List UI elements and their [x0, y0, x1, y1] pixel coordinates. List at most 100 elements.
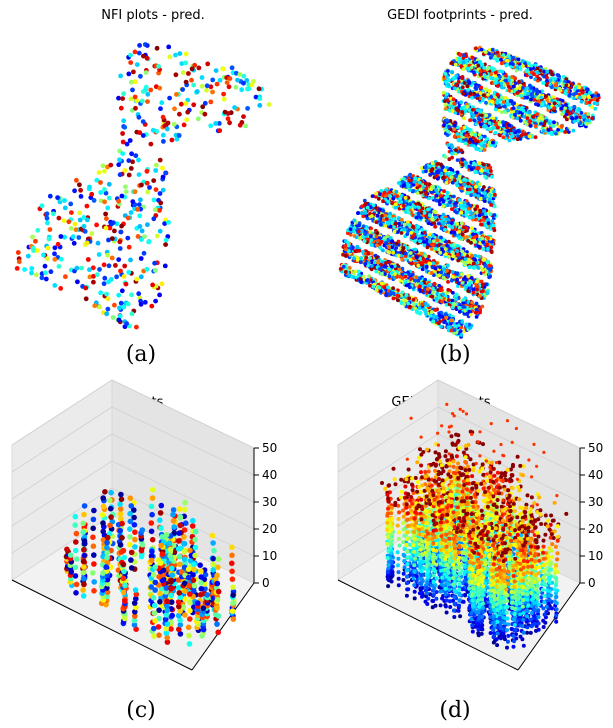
scatter-point	[487, 197, 492, 202]
scatter-point	[438, 265, 442, 270]
scatter-point	[465, 235, 469, 239]
scatter-point	[145, 189, 151, 195]
scatter-point	[485, 242, 489, 247]
scatter-point	[118, 105, 124, 111]
scatter-point	[128, 257, 133, 263]
scatter-point	[128, 166, 134, 171]
scatter-point	[160, 187, 166, 193]
scatter-point	[364, 255, 369, 260]
scatter-point	[72, 221, 78, 227]
panel-d-caption: (d)	[439, 698, 471, 723]
scatter-point	[426, 207, 430, 212]
scatter-point	[90, 265, 96, 271]
scatter-point	[171, 121, 177, 127]
scatter-point	[145, 99, 150, 104]
scatter-point	[388, 194, 392, 199]
scatter-point	[183, 79, 189, 85]
scatter-point	[436, 321, 441, 326]
scatter-point	[128, 52, 134, 58]
scatter-point	[183, 60, 189, 66]
scatter-point	[87, 274, 93, 280]
scatter-point	[194, 89, 200, 94]
scatter-point	[482, 196, 487, 201]
scatter-point	[106, 181, 112, 187]
scatter-point	[579, 99, 584, 104]
scatter-point	[91, 198, 97, 203]
scatter-point	[433, 266, 438, 271]
scatter-point	[481, 162, 486, 167]
scatter-point	[441, 175, 446, 180]
scatter-point	[422, 240, 426, 244]
scatter-point	[459, 333, 464, 337]
scatter-point	[425, 287, 430, 291]
scatter-point	[192, 62, 198, 68]
scatter-point	[488, 268, 493, 272]
scatter-point	[174, 136, 180, 142]
scatter-point	[427, 239, 432, 244]
scatter-point	[74, 177, 79, 183]
scatter-point	[245, 86, 250, 92]
scatter-point	[95, 240, 101, 246]
scatter-point	[368, 256, 372, 260]
scatter-point	[202, 111, 208, 117]
scatter-point	[376, 238, 380, 243]
scatter-point	[399, 200, 404, 204]
scatter-point	[84, 217, 90, 223]
scatter-point	[118, 300, 124, 306]
scatter-point	[399, 217, 404, 222]
scatter-point	[384, 261, 388, 265]
scatter-point	[356, 269, 361, 274]
scatter-point	[448, 166, 453, 171]
scatter-point	[140, 89, 146, 94]
scatter-point	[435, 261, 439, 266]
scatter-point	[102, 199, 107, 205]
scatter-point	[490, 174, 494, 179]
scatter-point	[488, 274, 492, 279]
scatter-point	[462, 277, 466, 281]
scatter-point	[185, 109, 191, 115]
scatter-point	[237, 72, 243, 77]
scatter-point	[144, 266, 150, 272]
scatter-point	[25, 253, 31, 259]
scatter-point	[490, 219, 495, 223]
scatter-point	[138, 256, 144, 261]
scatter-point	[196, 65, 202, 71]
scatter-point	[402, 222, 407, 227]
scatter-point	[94, 222, 99, 228]
scatter-point	[133, 105, 138, 111]
scatter-point	[460, 249, 465, 254]
scatter-point	[374, 220, 379, 225]
scatter-point	[486, 221, 491, 226]
scatter-point	[446, 288, 451, 292]
scatter-point	[374, 191, 379, 196]
scatter-point	[360, 235, 365, 239]
scatter-point	[139, 228, 145, 234]
scatter-point	[101, 281, 107, 287]
scatter-point	[422, 211, 427, 215]
scatter-point	[477, 244, 481, 249]
scatter-point	[450, 155, 454, 160]
scatter-point	[449, 230, 454, 235]
scatter-point	[151, 216, 157, 222]
scatter-point	[441, 222, 446, 226]
scatter-point	[98, 290, 103, 296]
scatter-point	[163, 242, 169, 248]
scatter-point	[443, 168, 447, 173]
scatter-point	[484, 225, 489, 229]
scatter-point	[466, 274, 471, 279]
scatter-point	[120, 151, 126, 157]
scatter-point	[159, 281, 165, 287]
scatter-point	[379, 289, 383, 294]
scatter-point	[104, 311, 110, 317]
scatter-point	[461, 298, 466, 302]
scatter-point	[469, 240, 473, 245]
scatter-point	[139, 98, 145, 104]
scatter-point	[429, 247, 434, 252]
scatter-point	[478, 182, 482, 187]
scatter-point	[473, 170, 477, 175]
scatter-point	[126, 71, 132, 77]
scatter-point	[468, 215, 472, 220]
scatter-point	[117, 305, 122, 311]
scatter-point	[113, 263, 118, 268]
scatter-point	[161, 139, 166, 144]
